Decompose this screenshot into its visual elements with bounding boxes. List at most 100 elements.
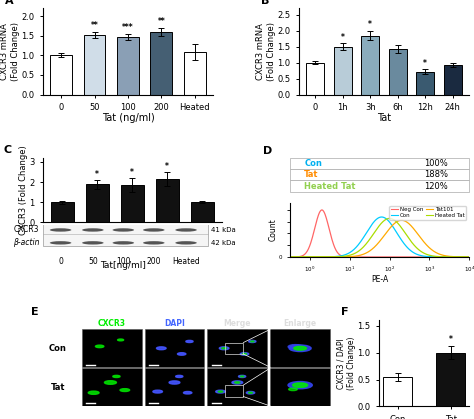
Circle shape bbox=[218, 391, 223, 392]
Text: 120%: 120% bbox=[424, 181, 448, 191]
Circle shape bbox=[186, 340, 193, 342]
Ellipse shape bbox=[143, 241, 164, 245]
Bar bbox=[50, 55, 72, 95]
Text: ***: *** bbox=[122, 23, 134, 32]
Circle shape bbox=[222, 347, 227, 349]
Neg Con bbox=[383, 254, 389, 259]
Bar bbox=[145, 329, 204, 367]
X-axis label: PE-A: PE-A bbox=[371, 275, 388, 284]
Line: Neg Con: Neg Con bbox=[290, 210, 474, 257]
Ellipse shape bbox=[82, 241, 104, 245]
Bar bbox=[156, 179, 179, 222]
Tat101 bbox=[287, 254, 293, 259]
Circle shape bbox=[288, 344, 302, 349]
Circle shape bbox=[246, 391, 255, 394]
Text: *: * bbox=[95, 170, 99, 179]
Text: **: ** bbox=[157, 18, 165, 26]
Tat101 bbox=[399, 218, 404, 223]
Heated Tat bbox=[395, 221, 401, 226]
Bar bbox=[121, 185, 144, 222]
Bar bbox=[225, 385, 243, 396]
Text: 0: 0 bbox=[58, 257, 63, 266]
Circle shape bbox=[88, 391, 99, 394]
Y-axis label: CXCR3 (Fold Change): CXCR3 (Fold Change) bbox=[18, 145, 27, 235]
Line: Heated Tat: Heated Tat bbox=[290, 218, 474, 257]
Text: F: F bbox=[341, 307, 348, 317]
Circle shape bbox=[216, 390, 225, 393]
Neg Con bbox=[406, 254, 412, 259]
Y-axis label: CXCR3 mRNA
(Fold Change): CXCR3 mRNA (Fold Change) bbox=[0, 22, 20, 81]
Circle shape bbox=[120, 389, 129, 391]
Ellipse shape bbox=[175, 241, 197, 245]
Text: Heated: Heated bbox=[172, 257, 200, 266]
Bar bbox=[82, 368, 142, 406]
Bar bbox=[51, 202, 73, 222]
Bar bbox=[191, 202, 214, 222]
Text: Tat: Tat bbox=[304, 170, 319, 179]
Heated Tat bbox=[387, 216, 392, 221]
Circle shape bbox=[113, 375, 120, 378]
Text: 200: 200 bbox=[146, 257, 161, 266]
Ellipse shape bbox=[82, 228, 104, 232]
Tat101 bbox=[451, 254, 456, 259]
Bar bbox=[270, 368, 330, 406]
Circle shape bbox=[240, 353, 249, 355]
Text: A: A bbox=[5, 0, 14, 6]
Text: Tat[ng/ml]: Tat[ng/ml] bbox=[100, 261, 146, 270]
Text: E: E bbox=[31, 307, 39, 317]
Text: CXCR3: CXCR3 bbox=[98, 319, 126, 328]
Ellipse shape bbox=[112, 228, 134, 232]
Ellipse shape bbox=[143, 228, 164, 232]
Text: D: D bbox=[263, 145, 273, 155]
Bar bbox=[84, 35, 105, 95]
Neg Con bbox=[382, 254, 388, 259]
Circle shape bbox=[250, 341, 254, 342]
Text: B: B bbox=[261, 0, 269, 6]
Circle shape bbox=[294, 347, 307, 350]
Con bbox=[382, 215, 388, 220]
X-axis label: Tat: Tat bbox=[377, 113, 391, 123]
Legend: Neg Con, Con, Tat101, Heated Tat: Neg Con, Con, Tat101, Heated Tat bbox=[390, 206, 466, 220]
Line: Con: Con bbox=[290, 217, 474, 257]
Text: *: * bbox=[449, 335, 453, 344]
Ellipse shape bbox=[175, 228, 197, 232]
Text: β-actin: β-actin bbox=[13, 238, 39, 247]
Circle shape bbox=[104, 381, 117, 384]
Text: *: * bbox=[165, 162, 169, 171]
Text: *: * bbox=[130, 168, 134, 177]
Text: *: * bbox=[341, 33, 345, 42]
Neg Con bbox=[395, 254, 401, 259]
Tat101 bbox=[382, 233, 387, 238]
Circle shape bbox=[288, 382, 312, 389]
Ellipse shape bbox=[112, 241, 134, 245]
Text: Heated Tat: Heated Tat bbox=[304, 181, 356, 191]
Text: C: C bbox=[3, 145, 11, 155]
Text: Merge: Merge bbox=[224, 319, 251, 328]
Y-axis label: CXCR3 mRNA
(Fold Change): CXCR3 mRNA (Fold Change) bbox=[256, 22, 276, 81]
Circle shape bbox=[238, 375, 246, 378]
Line: Tat101: Tat101 bbox=[290, 220, 474, 257]
Bar bbox=[416, 72, 434, 95]
Text: DAPI: DAPI bbox=[164, 319, 185, 328]
Bar bbox=[383, 377, 412, 406]
Heated Tat bbox=[382, 218, 387, 223]
Bar bbox=[117, 37, 139, 95]
Ellipse shape bbox=[50, 241, 72, 245]
Circle shape bbox=[240, 376, 244, 377]
Text: Enlarge: Enlarge bbox=[283, 319, 317, 328]
Bar bbox=[334, 47, 352, 95]
Text: 50: 50 bbox=[88, 257, 98, 266]
Neg Con bbox=[287, 254, 293, 259]
Bar bbox=[290, 169, 469, 181]
Circle shape bbox=[153, 390, 163, 393]
Text: 100%: 100% bbox=[424, 159, 448, 168]
Circle shape bbox=[183, 391, 192, 394]
Text: 41 kDa: 41 kDa bbox=[211, 227, 236, 233]
Con bbox=[383, 216, 389, 221]
Text: 188%: 188% bbox=[424, 170, 448, 179]
Circle shape bbox=[118, 339, 124, 341]
Con bbox=[287, 254, 293, 259]
Bar bbox=[145, 368, 204, 406]
Bar bbox=[207, 368, 267, 406]
Bar bbox=[184, 52, 206, 95]
